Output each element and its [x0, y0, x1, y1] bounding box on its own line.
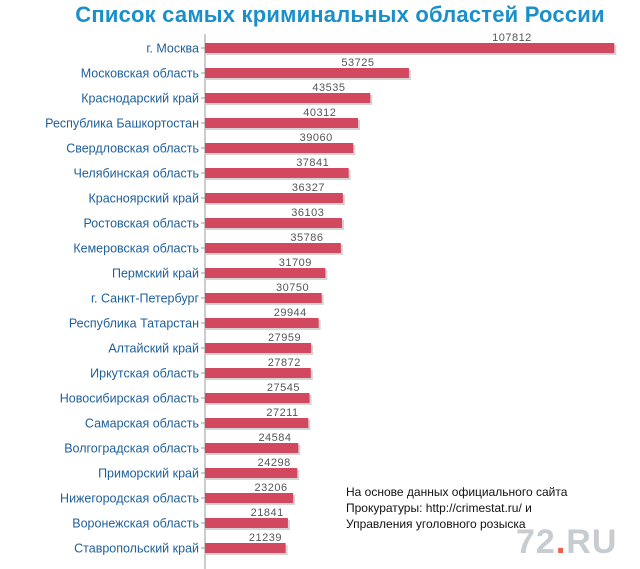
category-label: г. Санкт-Петербург	[91, 292, 199, 306]
bar	[205, 93, 371, 103]
data-label: 40312	[303, 107, 336, 119]
bar	[205, 293, 322, 303]
category-label: Пермский край	[112, 267, 199, 281]
bar	[205, 243, 341, 253]
bar	[205, 493, 294, 503]
data-label: 39060	[300, 132, 333, 144]
bar	[205, 143, 354, 153]
bar	[205, 343, 312, 353]
category-label: Ростовская область	[84, 217, 200, 231]
data-label: 27211	[266, 407, 298, 419]
data-label: 24298	[258, 457, 291, 469]
bar	[205, 518, 288, 528]
bar	[205, 418, 309, 428]
bar	[205, 68, 409, 78]
bar	[205, 443, 299, 453]
data-label: 107812	[492, 32, 532, 44]
bar	[205, 43, 615, 53]
bar	[205, 193, 343, 203]
category-label: Воронежская область	[72, 517, 199, 531]
category-label: Свердловская область	[66, 142, 199, 156]
logo-text-left: 72	[516, 523, 556, 561]
data-label: 29944	[274, 307, 307, 319]
data-label: 37841	[296, 157, 329, 169]
data-label: 30750	[276, 282, 309, 294]
bar	[205, 468, 298, 478]
bar	[205, 268, 326, 278]
site-logo: 72.RU	[516, 522, 617, 562]
data-label: 31709	[279, 257, 312, 269]
category-label: Алтайский край	[108, 342, 199, 356]
category-label: Нижегородская область	[60, 492, 199, 506]
category-label: Иркутская область	[90, 367, 199, 381]
data-label: 36103	[291, 207, 324, 219]
data-label: 27872	[268, 357, 301, 369]
category-label: Приморский край	[98, 467, 199, 481]
bar	[205, 543, 286, 553]
source-note-line-1: На основе данных официального сайта	[346, 485, 568, 499]
logo-text-right: RU	[566, 523, 618, 561]
category-label: Волгоградская область	[64, 442, 199, 456]
data-label: 23206	[255, 482, 288, 494]
data-label: 53725	[341, 57, 374, 69]
source-note-line-2: Прокуратуры: http://crimestat.ru/ и	[346, 501, 532, 515]
data-label: 35786	[290, 232, 323, 244]
category-label: Челябинская область	[74, 167, 199, 181]
chart-title: Список самых криминальных областей Росси…	[75, 2, 605, 27]
category-label: Республика Татарстан	[69, 317, 199, 331]
bar	[205, 318, 319, 328]
logo-dot: .	[555, 523, 567, 561]
source-note-line-3: Управления уголовного розыска	[346, 517, 526, 531]
data-label: 27959	[268, 332, 301, 344]
data-label: 36327	[292, 182, 325, 194]
category-label: Московская область	[81, 67, 199, 81]
category-label: Кемеровская область	[73, 242, 199, 256]
category-label: Краснодарский край	[81, 92, 199, 106]
bar	[205, 393, 310, 403]
category-label: Красноярский край	[88, 192, 199, 206]
category-label: г. Москва	[146, 42, 199, 56]
source-note: На основе данных официального сайта Прок…	[346, 484, 626, 532]
data-label: 24584	[258, 432, 291, 444]
bar	[205, 168, 349, 178]
bar	[205, 118, 359, 128]
category-label: Республика Башкортостан	[45, 117, 199, 131]
category-label: Новосибирская область	[60, 392, 199, 406]
data-label: 43535	[312, 82, 345, 94]
bar	[205, 368, 311, 378]
category-label: Ставропольский край	[74, 542, 199, 556]
category-label: Самарская область	[85, 417, 199, 431]
bar	[205, 218, 343, 228]
data-label: 21239	[249, 532, 282, 544]
data-label: 27545	[267, 382, 300, 394]
data-label: 21841	[251, 507, 284, 519]
